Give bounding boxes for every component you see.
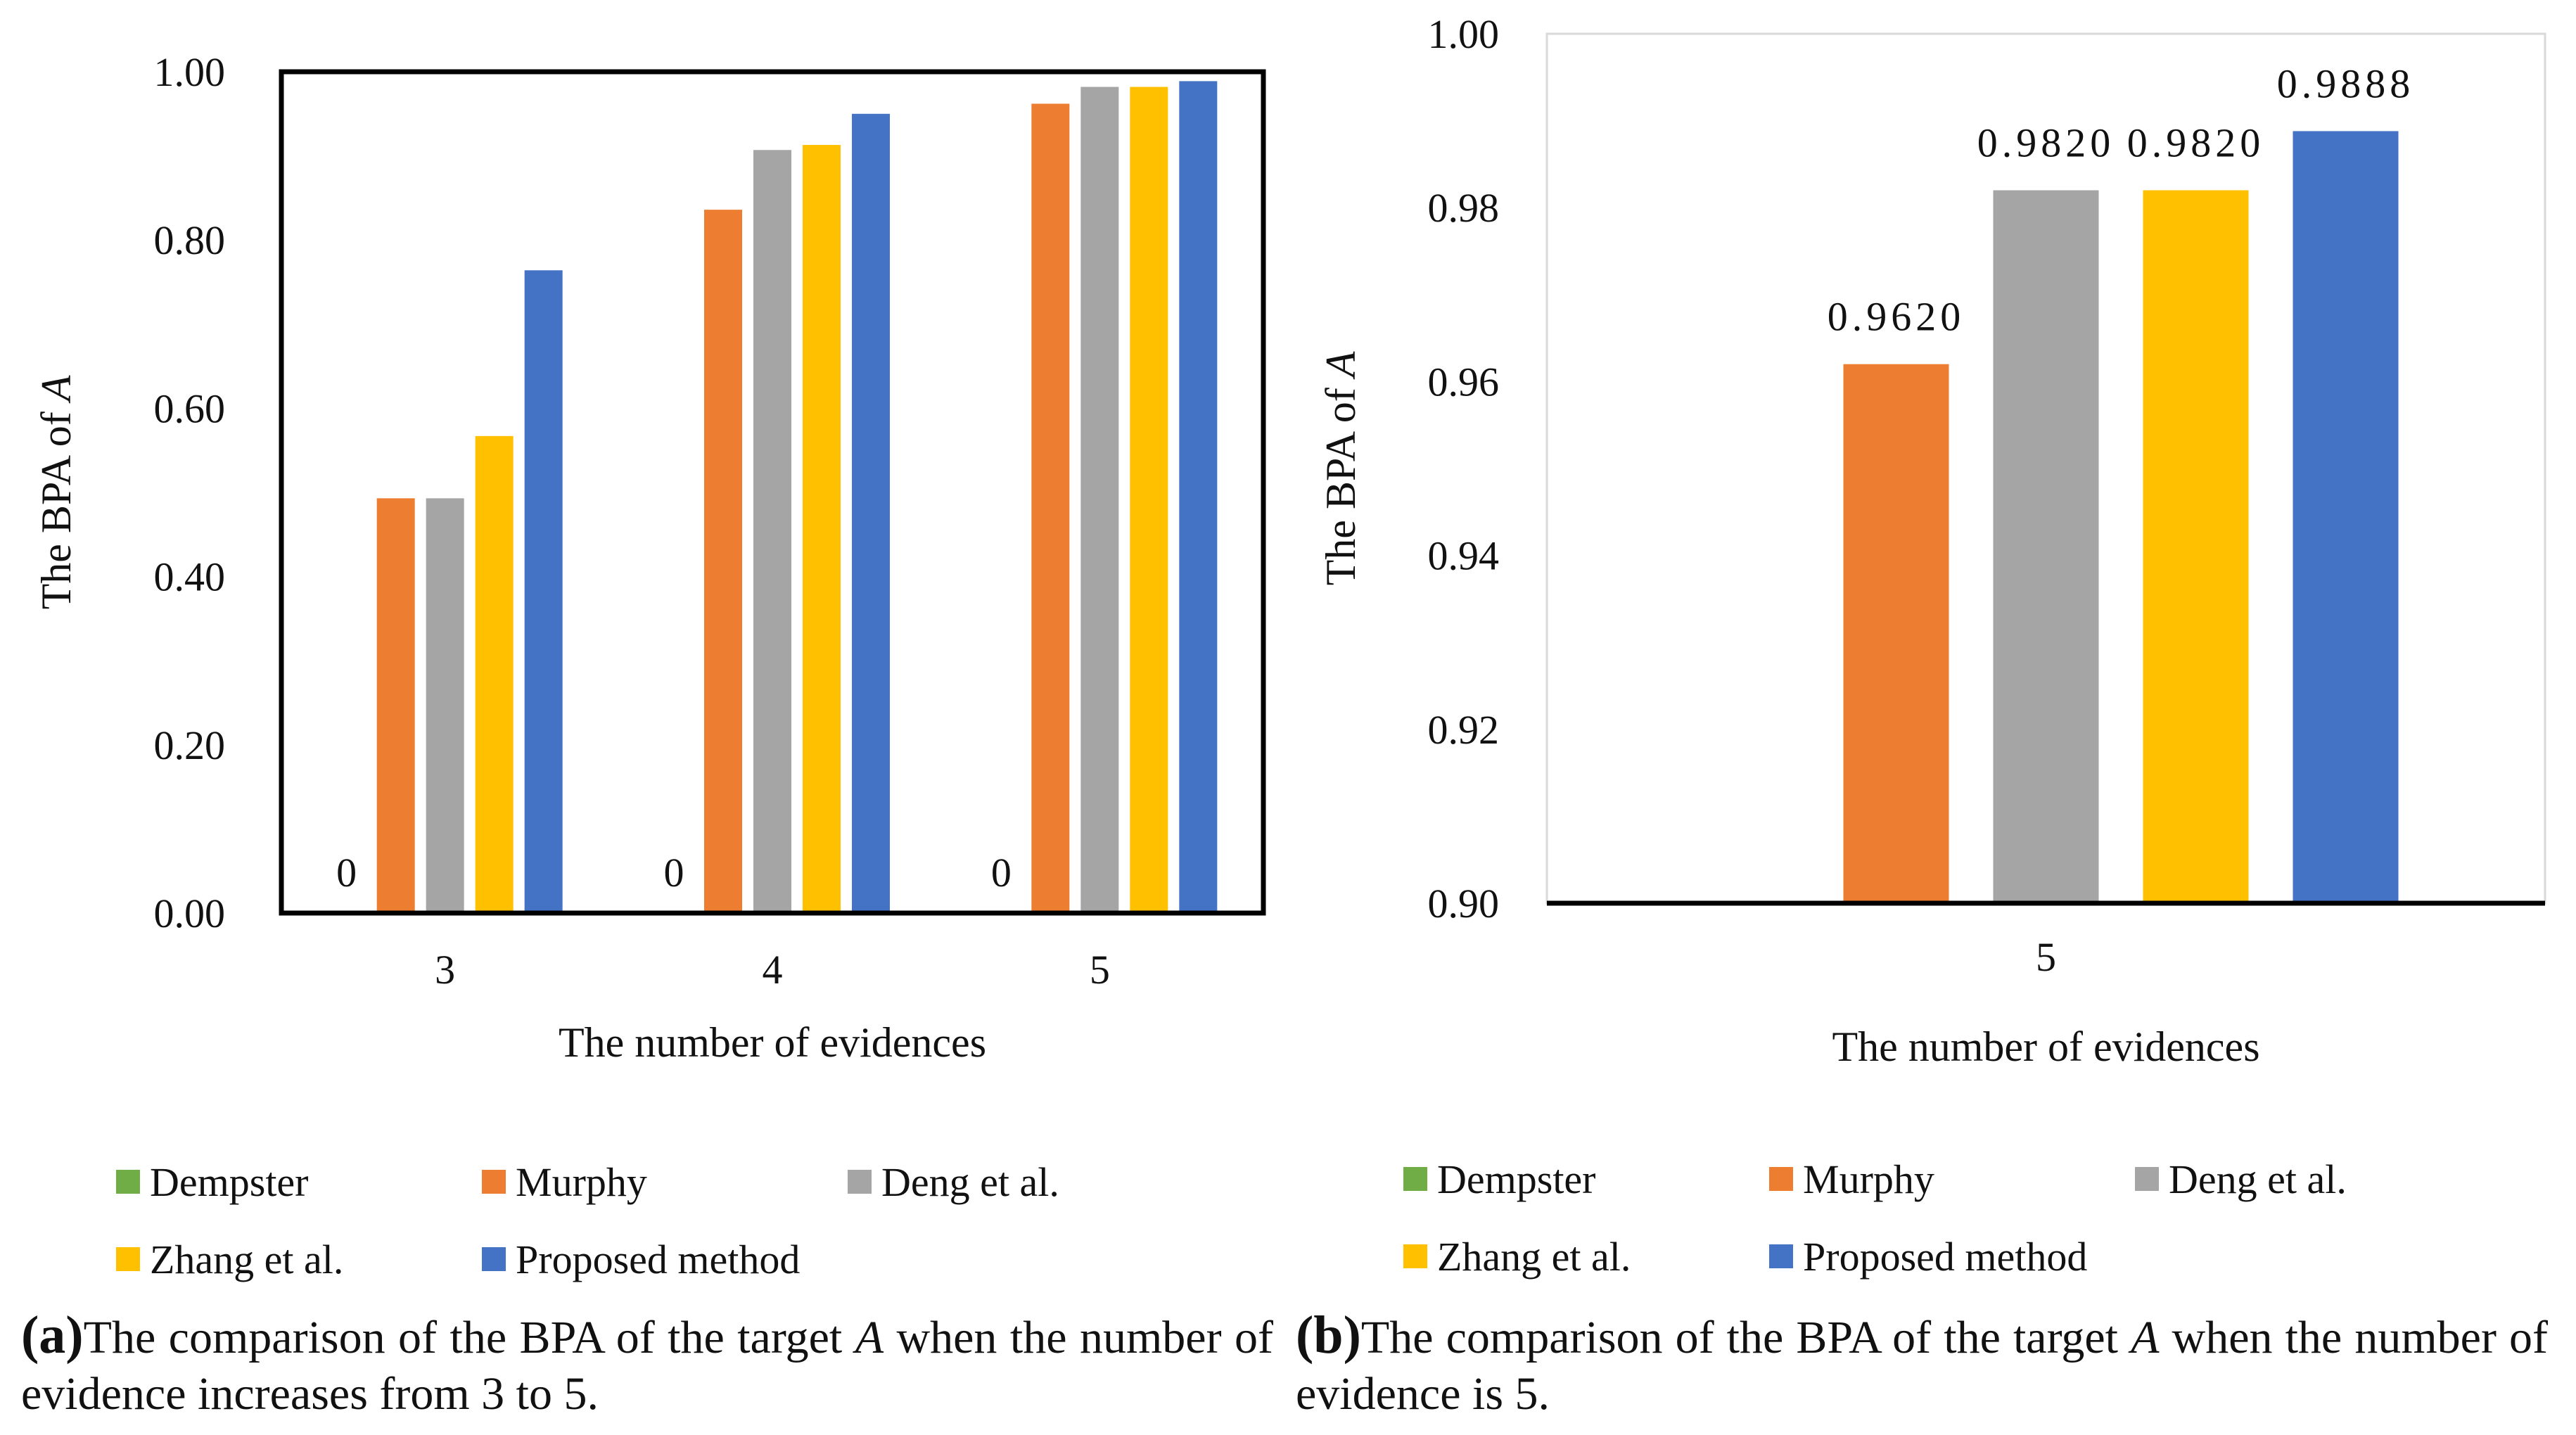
x-tick-label: 3 xyxy=(435,947,455,993)
bar-murphy-5 xyxy=(1031,103,1070,913)
data-label: 0.9820 xyxy=(2127,120,2265,165)
chart-b: 0.90 0.92 0.94 0.96 0.98 1.00 The number of ev… xyxy=(1318,11,2546,1070)
legend-item-proposed: Proposed method xyxy=(482,1231,848,1287)
caption-text-end: when the number of evidence is 5. xyxy=(1296,1312,2548,1420)
y-tick-label: 0.80 xyxy=(154,217,226,263)
bar-zhang-5 xyxy=(2143,190,2249,904)
y-tick-label: 0.60 xyxy=(154,385,226,431)
legend-item-zhang: Zhang et al. xyxy=(116,1231,482,1287)
data-label: 0.9820 xyxy=(1977,120,2115,165)
bar-proposed-5 xyxy=(2293,131,2399,903)
legend-swatch-zhang xyxy=(116,1247,140,1271)
legend-swatch-proposed xyxy=(1769,1244,1793,1268)
y-axis-label-var: A xyxy=(33,375,79,404)
y-axis-label-text: The BPA of xyxy=(33,401,79,609)
panel-a: 0.00 0.20 0.40 0.60 0.80 1.00 The number of ev… xyxy=(0,0,1288,1196)
y-tick-label: 0.20 xyxy=(154,722,226,768)
x-tick-label: 5 xyxy=(1090,947,1110,993)
bar-zhang-5 xyxy=(1130,87,1168,914)
bar-deng-5 xyxy=(1080,87,1119,914)
bar-zhang-3 xyxy=(475,435,514,913)
caption-a: (a)The comparison of the BPA of the targ… xyxy=(21,1307,1273,1422)
legend-item-deng: Deng et al. xyxy=(848,1154,1213,1210)
legend-label: Zhang et al. xyxy=(1437,1233,1631,1280)
y-axis-label-var: A xyxy=(1318,351,1364,380)
data-label-zero: 0 xyxy=(991,850,1012,895)
panel-b: 0.90 0.92 0.94 0.96 0.98 1.00 The number of ev… xyxy=(1288,0,2576,1196)
caption-text-end: when the number of evidence increases fr… xyxy=(21,1312,1273,1420)
x-axis-label: The number of evidences xyxy=(1832,1023,2259,1070)
y-axis-label: The BPA of A xyxy=(1318,351,1364,585)
bar-proposed-3 xyxy=(524,270,563,914)
legend-item-dempster: Dempster xyxy=(1403,1151,1769,1207)
y-tick-label: 0.90 xyxy=(1428,881,1500,926)
legend-label: Dempster xyxy=(150,1159,309,1205)
legend-label: Murphy xyxy=(1803,1156,1934,1202)
y-tick-label: 1.00 xyxy=(1428,11,1500,57)
y-tick-label: 0.96 xyxy=(1428,359,1500,404)
legend-swatch-zhang xyxy=(1403,1244,1427,1268)
legend-item-zhang: Zhang et al. xyxy=(1403,1228,1769,1284)
y-tick-label: 1.00 xyxy=(154,49,226,95)
data-label-zero: 0 xyxy=(664,850,684,895)
legend-label: Dempster xyxy=(1437,1156,1596,1202)
legend-item-proposed: Proposed method xyxy=(1769,1228,2135,1284)
legend-item-dempster: Dempster xyxy=(116,1154,482,1210)
data-label-zero: 0 xyxy=(336,850,357,895)
plot-frame xyxy=(279,69,1266,916)
y-axis-label: The BPA of A xyxy=(33,375,79,609)
legend-label: Deng et al. xyxy=(881,1159,1059,1205)
bar-murphy-3 xyxy=(376,498,415,913)
caption-text: The comparison of the BPA of the target xyxy=(83,1312,855,1363)
legend-swatch-dempster xyxy=(116,1170,140,1194)
bar-deng-3 xyxy=(426,498,464,913)
legend-swatch-dempster xyxy=(1403,1167,1427,1191)
y-tick-label: 0.94 xyxy=(1428,533,1500,579)
bar-zhang-4 xyxy=(803,145,841,913)
y-tick-label: 0.40 xyxy=(154,554,226,600)
legend-label: Proposed method xyxy=(516,1236,801,1282)
y-tick-label: 0.98 xyxy=(1428,185,1500,231)
bar-murphy-4 xyxy=(704,210,742,913)
caption-var: A xyxy=(2131,1312,2160,1363)
x-tick-label: 5 xyxy=(2036,934,2056,980)
y-axis-label-text: The BPA of xyxy=(1318,377,1364,585)
chart-a: 0.00 0.20 0.40 0.60 0.80 1.00 The number of ev… xyxy=(33,49,1266,1066)
legend-label: Proposed method xyxy=(1803,1233,2088,1280)
data-label: 0.9888 xyxy=(2277,60,2415,106)
bar-deng-4 xyxy=(753,150,791,913)
x-axis-label: The number of evidences xyxy=(559,1019,986,1066)
legend-swatch-murphy xyxy=(1769,1167,1793,1191)
y-tick-label: 0.00 xyxy=(154,891,226,936)
legend-item-murphy: Murphy xyxy=(482,1154,848,1210)
caption-tag: (b) xyxy=(1296,1306,1361,1365)
legend-swatch-proposed xyxy=(482,1247,506,1271)
legend-swatch-deng xyxy=(2135,1167,2159,1191)
legend-label: Murphy xyxy=(516,1159,647,1205)
legend-item-deng: Deng et al. xyxy=(2135,1151,2501,1207)
data-label: 0.9620 xyxy=(1828,294,1965,340)
bar-murphy-5 xyxy=(1843,364,1949,903)
legend-b: Dempster Murphy Deng et al. Zhang et al.… xyxy=(1403,1151,2501,1284)
legend-label: Zhang et al. xyxy=(150,1236,344,1282)
legend-swatch-deng xyxy=(848,1170,872,1194)
x-tick-label: 4 xyxy=(763,947,783,993)
bar-deng-5 xyxy=(1993,190,2099,904)
caption-b: (b)The comparison of the BPA of the targ… xyxy=(1296,1307,2548,1422)
legend-label: Deng et al. xyxy=(2169,1156,2347,1202)
legend-swatch-murphy xyxy=(482,1170,506,1194)
bar-proposed-5 xyxy=(1179,81,1218,913)
legend-item-murphy: Murphy xyxy=(1769,1151,2135,1207)
caption-text: The comparison of the BPA of the target xyxy=(1360,1312,2131,1363)
bar-proposed-4 xyxy=(852,113,890,913)
y-tick-label: 0.92 xyxy=(1428,707,1500,753)
legend-a: Dempster Murphy Deng et al. Zhang et al.… xyxy=(116,1154,1213,1287)
caption-var: A xyxy=(855,1312,884,1363)
caption-tag: (a) xyxy=(21,1306,84,1365)
